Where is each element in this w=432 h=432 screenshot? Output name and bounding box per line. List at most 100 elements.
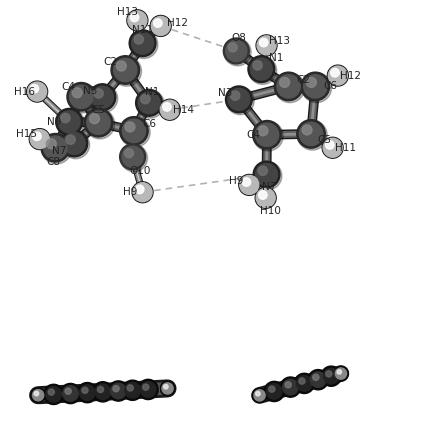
Text: O8: O8 xyxy=(231,33,246,43)
Circle shape xyxy=(301,72,330,101)
Text: N11: N11 xyxy=(132,25,153,35)
Text: N1: N1 xyxy=(269,53,284,64)
Circle shape xyxy=(269,386,275,392)
Circle shape xyxy=(253,60,262,70)
Circle shape xyxy=(34,391,39,396)
Circle shape xyxy=(294,373,314,394)
Text: C2: C2 xyxy=(103,57,117,67)
Circle shape xyxy=(253,121,281,149)
Text: H12: H12 xyxy=(167,18,187,29)
Circle shape xyxy=(299,378,305,384)
Circle shape xyxy=(127,10,148,31)
Circle shape xyxy=(254,390,265,401)
Circle shape xyxy=(77,382,97,403)
Circle shape xyxy=(264,381,284,402)
Text: H11: H11 xyxy=(335,143,356,153)
Circle shape xyxy=(132,182,153,203)
Circle shape xyxy=(334,366,348,381)
Circle shape xyxy=(277,75,300,98)
Circle shape xyxy=(257,36,276,55)
Circle shape xyxy=(256,391,260,396)
Circle shape xyxy=(116,61,126,71)
Text: C4: C4 xyxy=(246,130,260,140)
Circle shape xyxy=(130,13,139,22)
Circle shape xyxy=(280,377,301,397)
Text: H13: H13 xyxy=(118,6,138,17)
Circle shape xyxy=(302,125,312,135)
Text: C6: C6 xyxy=(142,119,156,130)
Circle shape xyxy=(242,178,251,186)
Circle shape xyxy=(164,384,168,389)
Circle shape xyxy=(297,120,327,150)
Text: H13: H13 xyxy=(269,36,290,46)
Text: C5: C5 xyxy=(318,135,332,146)
Circle shape xyxy=(226,86,252,113)
Circle shape xyxy=(132,32,153,54)
Circle shape xyxy=(280,77,289,87)
Circle shape xyxy=(120,145,147,172)
Circle shape xyxy=(337,370,341,374)
Circle shape xyxy=(124,149,133,158)
Circle shape xyxy=(46,387,61,402)
Text: N3: N3 xyxy=(83,86,98,96)
Circle shape xyxy=(331,69,339,77)
Text: H15: H15 xyxy=(16,129,37,139)
Circle shape xyxy=(154,19,162,27)
Circle shape xyxy=(72,88,82,98)
Circle shape xyxy=(138,379,158,400)
Circle shape xyxy=(256,188,275,207)
Circle shape xyxy=(302,73,332,103)
Circle shape xyxy=(306,77,316,87)
Circle shape xyxy=(46,139,56,149)
Circle shape xyxy=(70,85,93,108)
Circle shape xyxy=(82,387,88,394)
Circle shape xyxy=(95,384,111,400)
Circle shape xyxy=(258,166,267,175)
Circle shape xyxy=(89,84,118,113)
Circle shape xyxy=(84,108,113,137)
Circle shape xyxy=(251,58,272,80)
Circle shape xyxy=(127,385,133,391)
Circle shape xyxy=(89,114,99,124)
Circle shape xyxy=(239,175,260,195)
Text: C8: C8 xyxy=(46,156,60,167)
Circle shape xyxy=(60,384,81,403)
Circle shape xyxy=(308,369,328,390)
Circle shape xyxy=(58,111,80,133)
Circle shape xyxy=(259,38,268,47)
Circle shape xyxy=(140,382,156,397)
Circle shape xyxy=(162,103,171,111)
Text: H12: H12 xyxy=(340,70,361,81)
Circle shape xyxy=(326,141,334,149)
Circle shape xyxy=(133,183,152,202)
Circle shape xyxy=(60,113,70,123)
Circle shape xyxy=(321,366,341,386)
Circle shape xyxy=(97,386,104,393)
Circle shape xyxy=(30,84,38,93)
Text: H10: H10 xyxy=(260,206,280,216)
Circle shape xyxy=(150,16,171,36)
Circle shape xyxy=(327,65,348,86)
Circle shape xyxy=(129,30,156,57)
Circle shape xyxy=(27,81,48,102)
Text: O10: O10 xyxy=(130,165,151,176)
Circle shape xyxy=(122,119,146,143)
Circle shape xyxy=(256,35,277,56)
Circle shape xyxy=(143,384,149,390)
Circle shape xyxy=(228,43,237,52)
Text: C5: C5 xyxy=(92,105,105,115)
Circle shape xyxy=(44,136,67,159)
Circle shape xyxy=(113,386,119,392)
Circle shape xyxy=(111,56,142,86)
Circle shape xyxy=(226,86,254,115)
Circle shape xyxy=(122,146,143,168)
Circle shape xyxy=(111,56,140,84)
Circle shape xyxy=(162,383,173,394)
Circle shape xyxy=(79,385,95,400)
Circle shape xyxy=(274,72,303,101)
Circle shape xyxy=(94,89,103,98)
Circle shape xyxy=(253,121,283,151)
Circle shape xyxy=(61,130,90,159)
Circle shape xyxy=(226,40,247,62)
Circle shape xyxy=(114,58,137,82)
